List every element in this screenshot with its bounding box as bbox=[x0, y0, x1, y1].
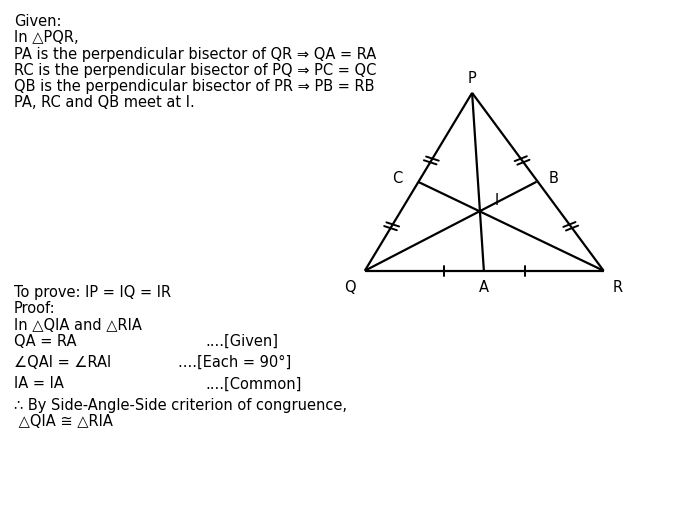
Text: R: R bbox=[612, 280, 623, 294]
Text: C: C bbox=[392, 171, 402, 186]
Text: ∠QAI = ∠RAI: ∠QAI = ∠RAI bbox=[14, 355, 111, 370]
Text: △QIA ≅ △RIA: △QIA ≅ △RIA bbox=[14, 414, 113, 429]
Text: ....[Common]: ....[Common] bbox=[206, 377, 302, 391]
Text: QA = RA: QA = RA bbox=[14, 334, 76, 349]
Text: QB is the perpendicular bisector of PR ⇒ PB = RB: QB is the perpendicular bisector of PR ⇒… bbox=[14, 79, 375, 94]
Text: To prove: IP = IQ = IR: To prove: IP = IQ = IR bbox=[14, 285, 171, 300]
Text: ∴ By Side-Angle-Side criterion of congruence,: ∴ By Side-Angle-Side criterion of congru… bbox=[14, 398, 347, 413]
Text: ....[Given]: ....[Given] bbox=[206, 334, 279, 349]
Text: In △QIA and △RIA: In △QIA and △RIA bbox=[14, 317, 142, 333]
Text: Q: Q bbox=[344, 280, 355, 294]
Text: I: I bbox=[494, 193, 498, 208]
Text: ....[Each = 90°]: ....[Each = 90°] bbox=[178, 355, 291, 370]
Text: RC is the perpendicular bisector of PQ ⇒ PC = QC: RC is the perpendicular bisector of PQ ⇒… bbox=[14, 63, 376, 78]
Text: PA, RC and QB meet at I.: PA, RC and QB meet at I. bbox=[14, 96, 195, 110]
Text: Proof:: Proof: bbox=[14, 301, 56, 316]
Text: PA is the perpendicular bisector of QR ⇒ QA = RA: PA is the perpendicular bisector of QR ⇒… bbox=[14, 47, 376, 62]
Text: A: A bbox=[479, 280, 489, 294]
Text: B: B bbox=[549, 171, 559, 186]
Text: P: P bbox=[468, 71, 477, 86]
Text: Given:: Given: bbox=[14, 14, 61, 29]
Text: IA = IA: IA = IA bbox=[14, 377, 64, 391]
Text: In △PQR,: In △PQR, bbox=[14, 30, 79, 45]
